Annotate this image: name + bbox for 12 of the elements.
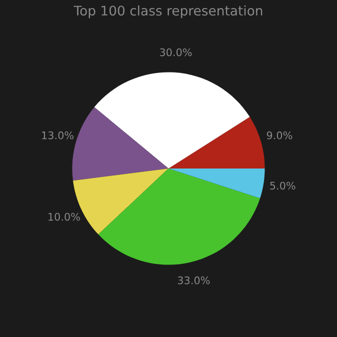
pie-slice [94,72,250,168]
data-label: 30.0% [160,48,192,56]
data-label: 9.0% [266,131,292,140]
data-label: 13.0% [42,131,74,140]
data-label: 33.0% [178,276,210,284]
chart-title: Top 100 class representation [74,5,262,18]
data-label: 10.0% [48,212,80,221]
pie-slice [72,107,168,181]
pie-slice [168,116,265,168]
pie-slice [98,168,260,265]
data-label: 5.0% [270,182,296,190]
pie-slice [168,168,265,198]
